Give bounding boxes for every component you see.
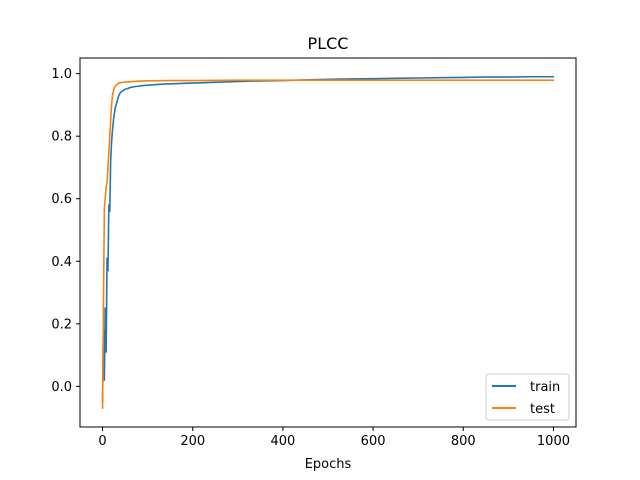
x-axis-label: Epochs [305, 457, 352, 472]
series-lines [101, 75, 555, 410]
chart-title: PLCC [308, 34, 349, 53]
x-axis: 0 200 400 600 800 1000 [98, 427, 570, 449]
x-tick-label: 0 [98, 434, 106, 449]
x-tick-label: 400 [270, 434, 295, 449]
x-tick-label: 600 [361, 434, 386, 449]
y-axis: 0.0 0.2 0.4 0.6 0.8 1.0 [51, 67, 80, 395]
legend: train test [485, 373, 570, 421]
plot-frame [79, 57, 577, 428]
y-tick-label: 0.0 [51, 380, 72, 395]
x-tick-label: 200 [180, 434, 205, 449]
legend-label-train: train [530, 380, 560, 395]
x-tick-label: 800 [451, 434, 476, 449]
x-tick-label: 1000 [537, 434, 570, 449]
series-line-train [101, 75, 555, 403]
y-tick-label: 1.0 [51, 67, 72, 82]
y-tick-label: 0.8 [51, 130, 72, 145]
legend-label-test: test [530, 402, 555, 417]
y-tick-label: 0.4 [51, 255, 72, 270]
y-tick-label: 0.6 [51, 192, 72, 207]
series-line-test [101, 79, 555, 410]
plot-area [80, 58, 576, 427]
y-tick-label: 0.2 [51, 317, 72, 332]
